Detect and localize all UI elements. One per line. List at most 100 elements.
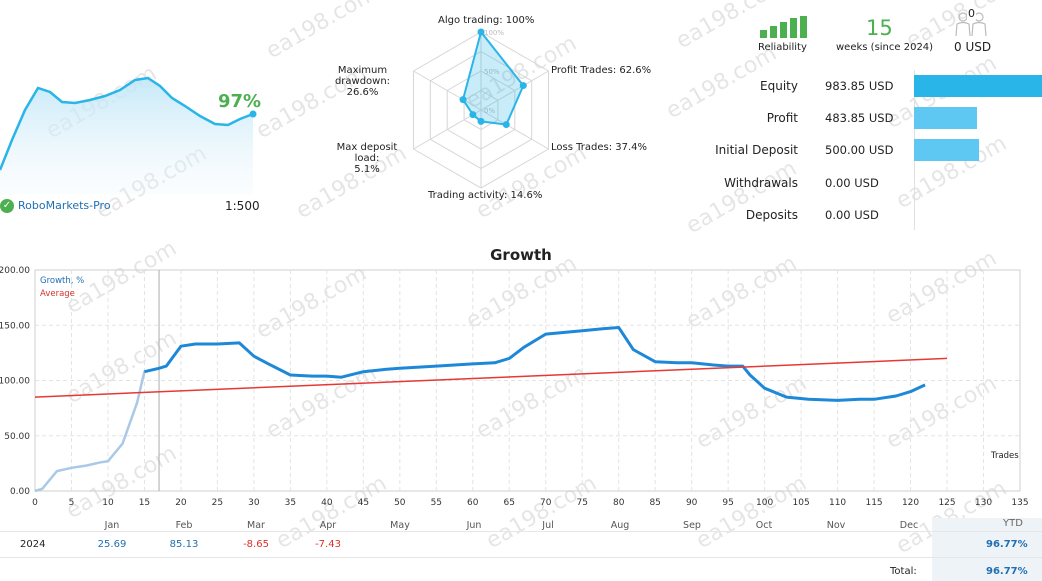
- x-tick-label: 55: [431, 498, 442, 508]
- x-tick-label: 10: [102, 498, 114, 508]
- month-label: May: [390, 520, 410, 530]
- radar-ring-label: 0%: [484, 107, 495, 115]
- table-divider: [0, 531, 1042, 532]
- radar-label-max-drawdown: Maximum drawdown: 26.6%: [310, 65, 415, 98]
- x-tick-label: 30: [248, 498, 260, 508]
- radar-point: [502, 121, 510, 129]
- radar-label-max-deposit-load-value: 5.1%: [354, 164, 380, 175]
- month-label: Feb: [176, 520, 193, 530]
- stats-header: Reliability 15 weeks (since 2024) 0 0 US…: [740, 0, 1040, 60]
- radar-label-trading-activity: Trading activity: 14.6%: [428, 190, 543, 201]
- ytd-column-bg: [932, 518, 1042, 581]
- broker-card: 97% ✓ RoboMarkets-Pro 1:500: [0, 0, 270, 230]
- sparkline-line: [0, 76, 254, 171]
- x-tick-label: 60: [467, 498, 479, 508]
- radar-label-profit-trades: Profit Trades: 62.6%: [551, 65, 652, 76]
- radar-label-max-deposit-load-title: Max deposit load:: [336, 142, 398, 164]
- x-tick-label: 5: [69, 498, 75, 508]
- x-tick-label: 95: [722, 498, 733, 508]
- subscribers-count: 0: [967, 7, 976, 20]
- x-tick-label: 35: [285, 498, 296, 508]
- month-label: Apr: [320, 520, 337, 530]
- x-tick-label: 85: [649, 498, 660, 508]
- x-tick-label: 90: [686, 498, 698, 508]
- x-tick-label: 15: [139, 498, 150, 508]
- finance-panel: Equity 983.85 USD Profit 483.85 USD Init…: [0, 70, 1042, 230]
- month-label: Oct: [756, 520, 773, 530]
- finance-bar-profit: [914, 107, 977, 129]
- month-label: Mar: [247, 520, 265, 530]
- legend-growth: Growth, %: [40, 276, 85, 286]
- radar-point: [477, 117, 485, 125]
- y-tick-label: 100.00: [0, 377, 30, 387]
- radar-point: [469, 111, 477, 119]
- ytd-value: 96.77%: [986, 539, 1028, 550]
- growth-line-early: [34, 367, 160, 493]
- chart-title: Growth: [490, 246, 552, 264]
- x-tick-label: 65: [504, 498, 515, 508]
- x-tick-label: 70: [540, 498, 552, 508]
- ytd-header: YTD: [1003, 518, 1023, 529]
- finance-value: 483.85 USD: [825, 111, 894, 125]
- finance-row-equity: Equity 983.85 USD: [700, 72, 1042, 100]
- x-tick-label: 100: [756, 498, 773, 508]
- radar-label-loss-trades: Loss Trades: 37.4%: [551, 142, 648, 153]
- x-tick-label: 0: [32, 498, 38, 508]
- x-tick-label: 135: [1011, 498, 1028, 508]
- x-tick-label: 130: [975, 498, 992, 508]
- finance-label: Equity: [760, 79, 798, 93]
- finance-value: 0.00 USD: [825, 208, 879, 222]
- month-label: Nov: [827, 520, 846, 530]
- x-tick-label: 20: [175, 498, 187, 508]
- sparkline-end-dot: [249, 110, 257, 118]
- radar-point: [477, 28, 485, 36]
- radar-axis: [413, 109, 482, 150]
- growth-line: [144, 326, 926, 402]
- broker-name[interactable]: RoboMarkets-Pro: [18, 199, 111, 212]
- x-tick-label: 110: [829, 498, 846, 508]
- radar-axis: [480, 70, 549, 111]
- radar-ring-label: 100%: [484, 29, 504, 37]
- leverage: 1:500: [225, 199, 260, 213]
- y-tick-label: 0.00: [10, 487, 30, 497]
- finance-value: 500.00 USD: [825, 143, 894, 157]
- finance-row-profit: Profit 483.85 USD: [700, 104, 1020, 132]
- x-tick-label: 80: [613, 498, 625, 508]
- radar-ring-label: 50%: [484, 68, 500, 76]
- finance-row-deposits: Deposits 0.00 USD: [700, 201, 1020, 229]
- verified-check-icon: ✓: [0, 199, 14, 213]
- x-tick-label: 75: [576, 498, 587, 508]
- total-value: 96.77%: [986, 566, 1028, 577]
- weeks-value: 15: [866, 16, 893, 40]
- radar-label-max-deposit-load: Max deposit load: 5.1%: [324, 142, 410, 175]
- year-label: 2024: [20, 539, 46, 550]
- subscribers-value: 0 USD: [954, 40, 992, 54]
- month-value: 25.69: [97, 539, 127, 550]
- radar-chart: 100% 50% 0%: [413, 28, 549, 189]
- reliability-label: Reliability: [758, 42, 807, 53]
- finance-label: Profit: [766, 111, 798, 125]
- finance-label: Withdrawals: [724, 176, 798, 190]
- x-tick-label: 120: [902, 498, 919, 508]
- radar-label-max-drawdown-title: Maximum drawdown:: [334, 65, 391, 87]
- radar-point: [519, 82, 527, 90]
- mini-growth-sparkline: [0, 76, 257, 195]
- growth-chart-panel: Growth 0 5 10 15 20 25 30 35 40 45 50 55 60 65 70 75 80 8…: [0, 240, 1042, 530]
- finance-bar-initial-deposit: [914, 139, 980, 161]
- total-label: Total:: [890, 566, 917, 577]
- x-tick-label: 40: [321, 498, 333, 508]
- finance-value: 0.00 USD: [825, 176, 879, 190]
- month-value: -7.43: [315, 539, 341, 550]
- x-tick-label: 25: [212, 498, 223, 508]
- x-tick-label: 125: [938, 498, 955, 508]
- x-axis-label: Trades: [991, 451, 1019, 461]
- radar-panel: 100% 50% 0% Algo trading: 100% Profit Trad…: [300, 0, 700, 230]
- month-label: Jan: [104, 520, 120, 530]
- month-label: Dec: [900, 520, 918, 530]
- finance-value: 983.85 USD: [825, 79, 894, 93]
- weeks-label: weeks (since 2024): [836, 42, 934, 53]
- growth-chart: 0 5 10 15 20 25 30 35 40 45 50 55 60 65 70 75 80 85 90 95 10…: [0, 266, 1029, 530]
- radar-axis: [480, 109, 549, 150]
- x-tick-label: 105: [793, 498, 810, 508]
- average-line: [34, 357, 948, 398]
